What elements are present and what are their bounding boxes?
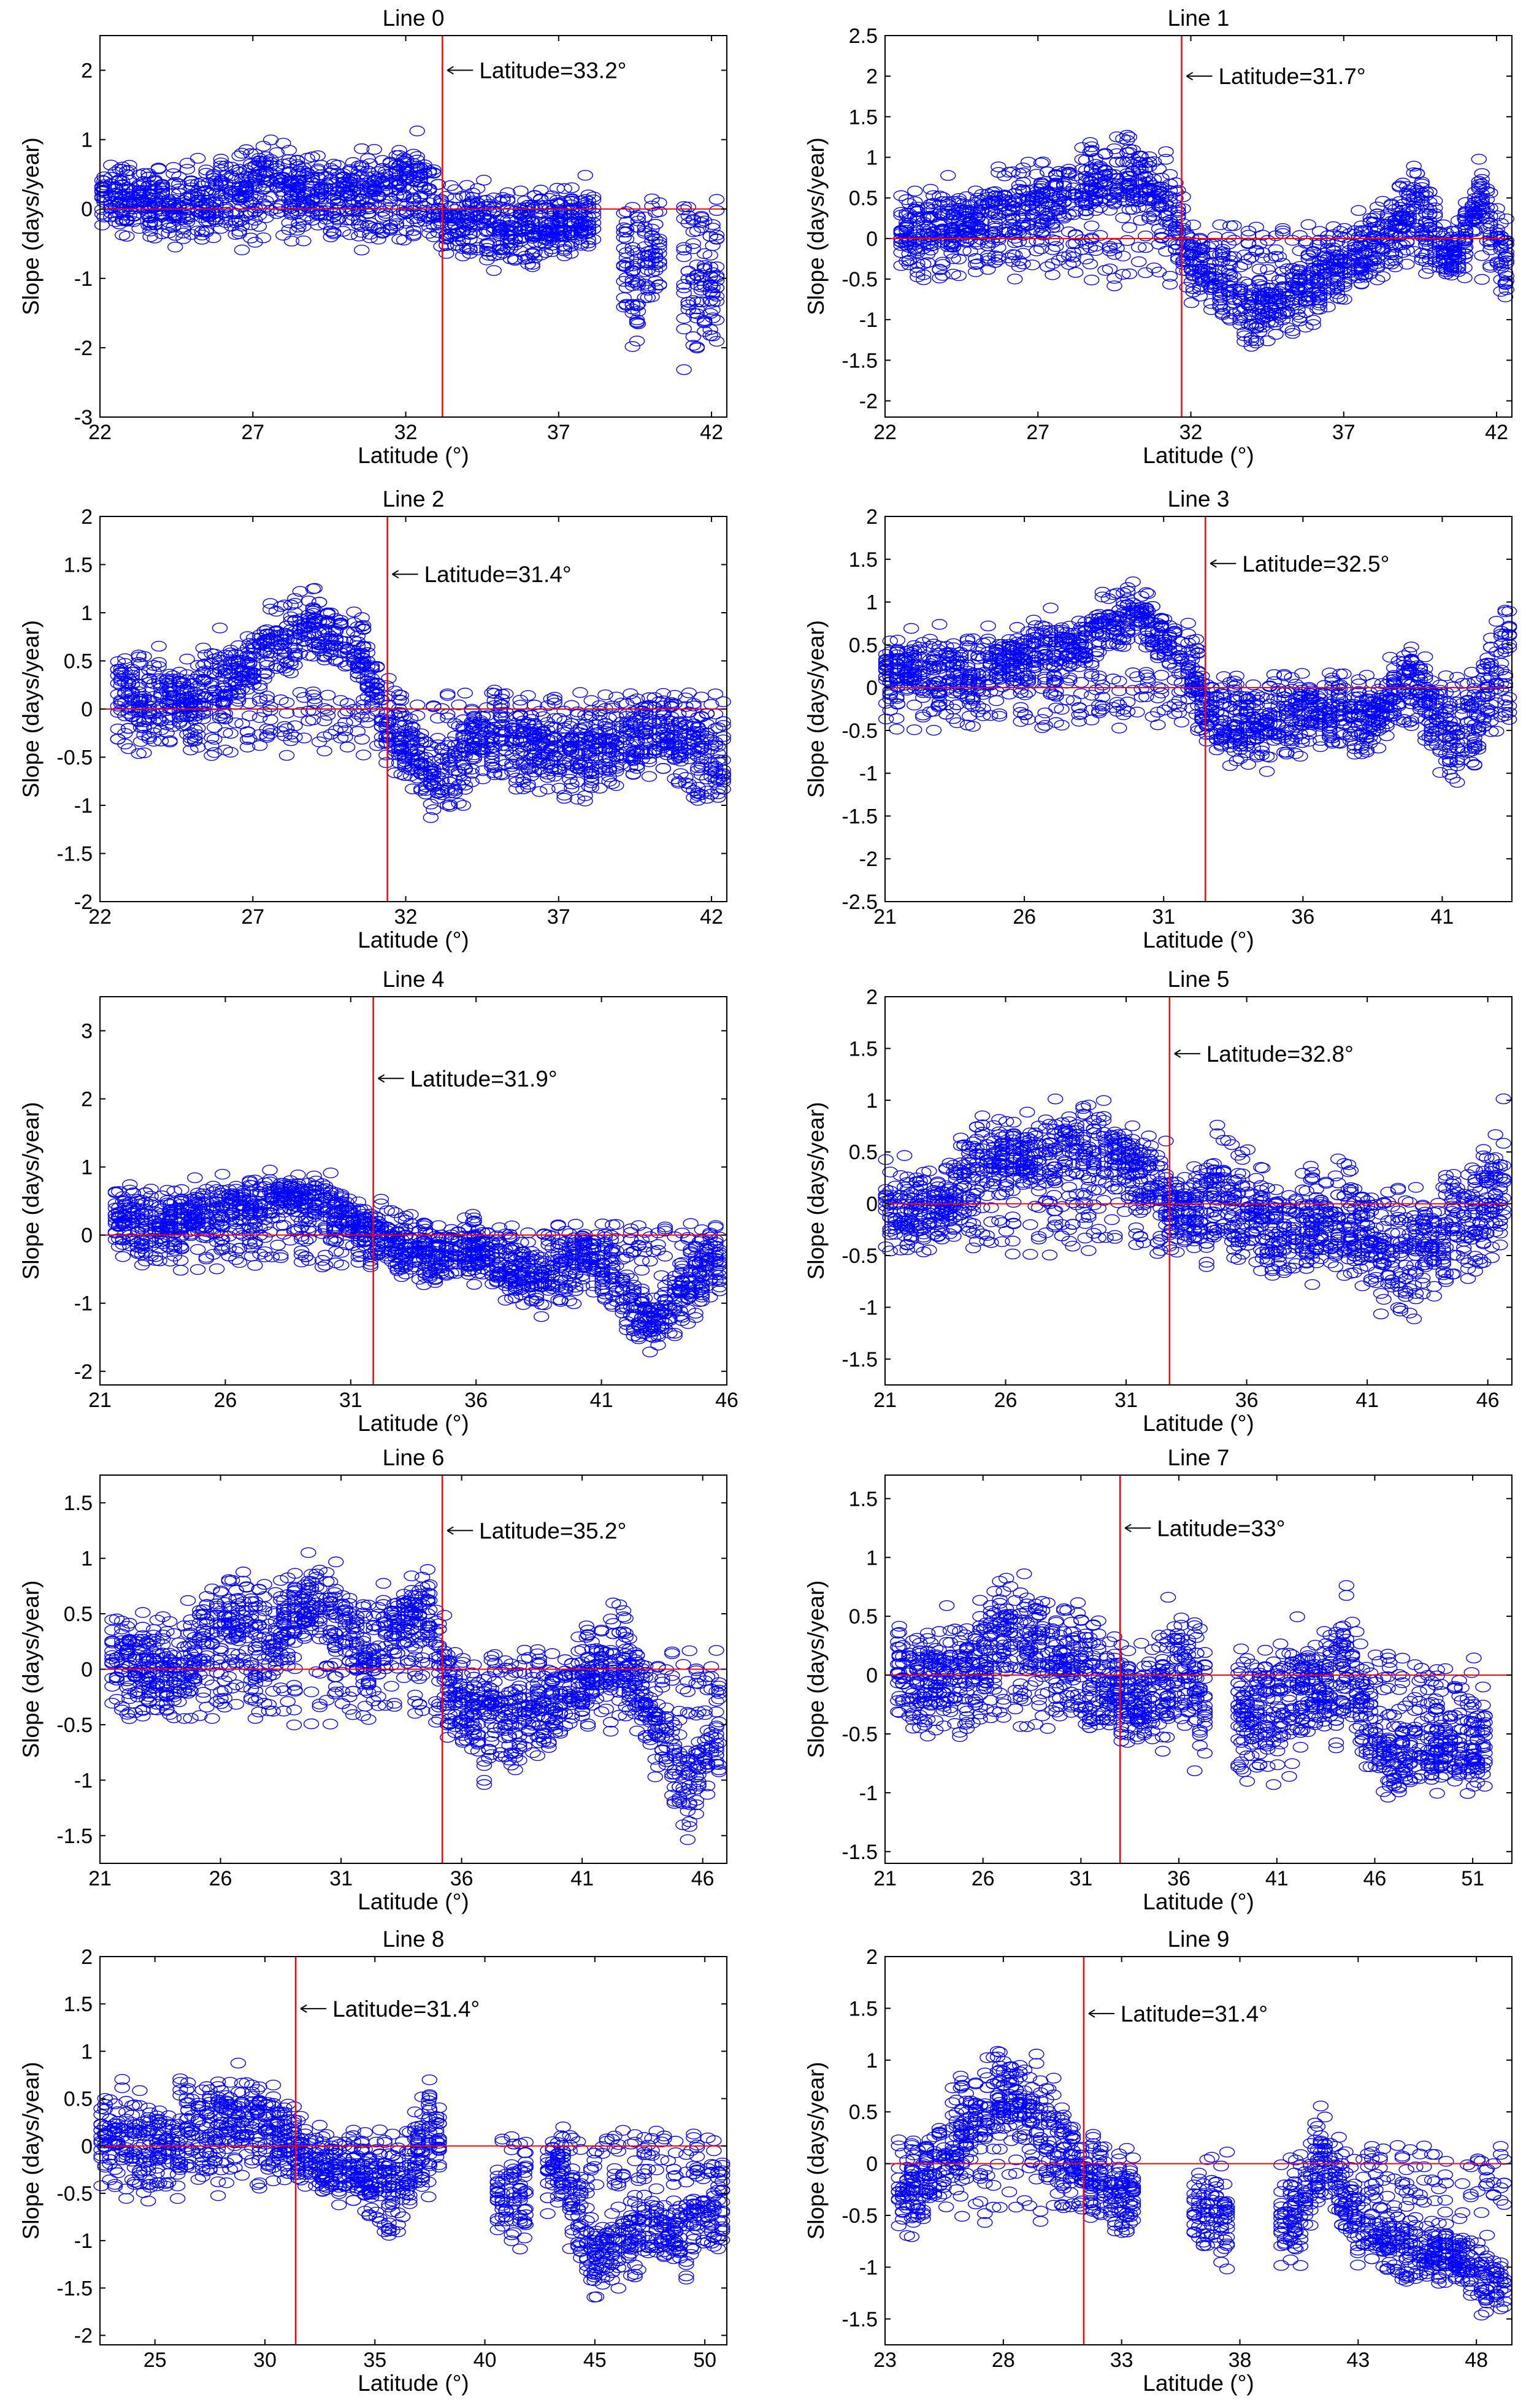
data-point	[151, 163, 166, 173]
data-point	[276, 231, 291, 240]
data-point	[637, 212, 652, 222]
data-point	[392, 234, 407, 244]
chart-title: Line 0	[383, 6, 445, 31]
data-point	[410, 126, 424, 136]
data-point	[310, 151, 325, 161]
data-point	[166, 163, 181, 172]
figure: Line 0Latitude=33.2°22 27 32 37 42-3-2-1012L…	[0, 0, 1526, 2408]
data-point	[180, 158, 194, 168]
data-point	[235, 245, 250, 255]
data-point	[616, 302, 631, 312]
data-point	[486, 266, 501, 275]
data-point	[586, 192, 601, 202]
data-point	[151, 164, 166, 174]
data-point	[180, 164, 194, 174]
data-point	[296, 236, 311, 246]
data-point	[282, 145, 296, 155]
data-point	[290, 225, 305, 235]
data-point	[513, 186, 528, 196]
data-point	[276, 138, 291, 148]
data-point	[168, 242, 183, 252]
data-point	[578, 171, 592, 180]
data-point	[285, 236, 299, 246]
scatter-series	[95, 126, 724, 375]
data-point	[371, 234, 386, 244]
data-point	[477, 175, 491, 185]
data-point	[355, 245, 369, 255]
data-point	[256, 141, 270, 151]
data-point	[525, 262, 540, 272]
data-point	[191, 153, 205, 163]
data-point	[351, 231, 366, 241]
data-point	[251, 221, 266, 231]
data-point	[120, 231, 134, 241]
data-point	[625, 342, 640, 351]
data-point	[630, 336, 645, 346]
data-point	[282, 225, 296, 235]
